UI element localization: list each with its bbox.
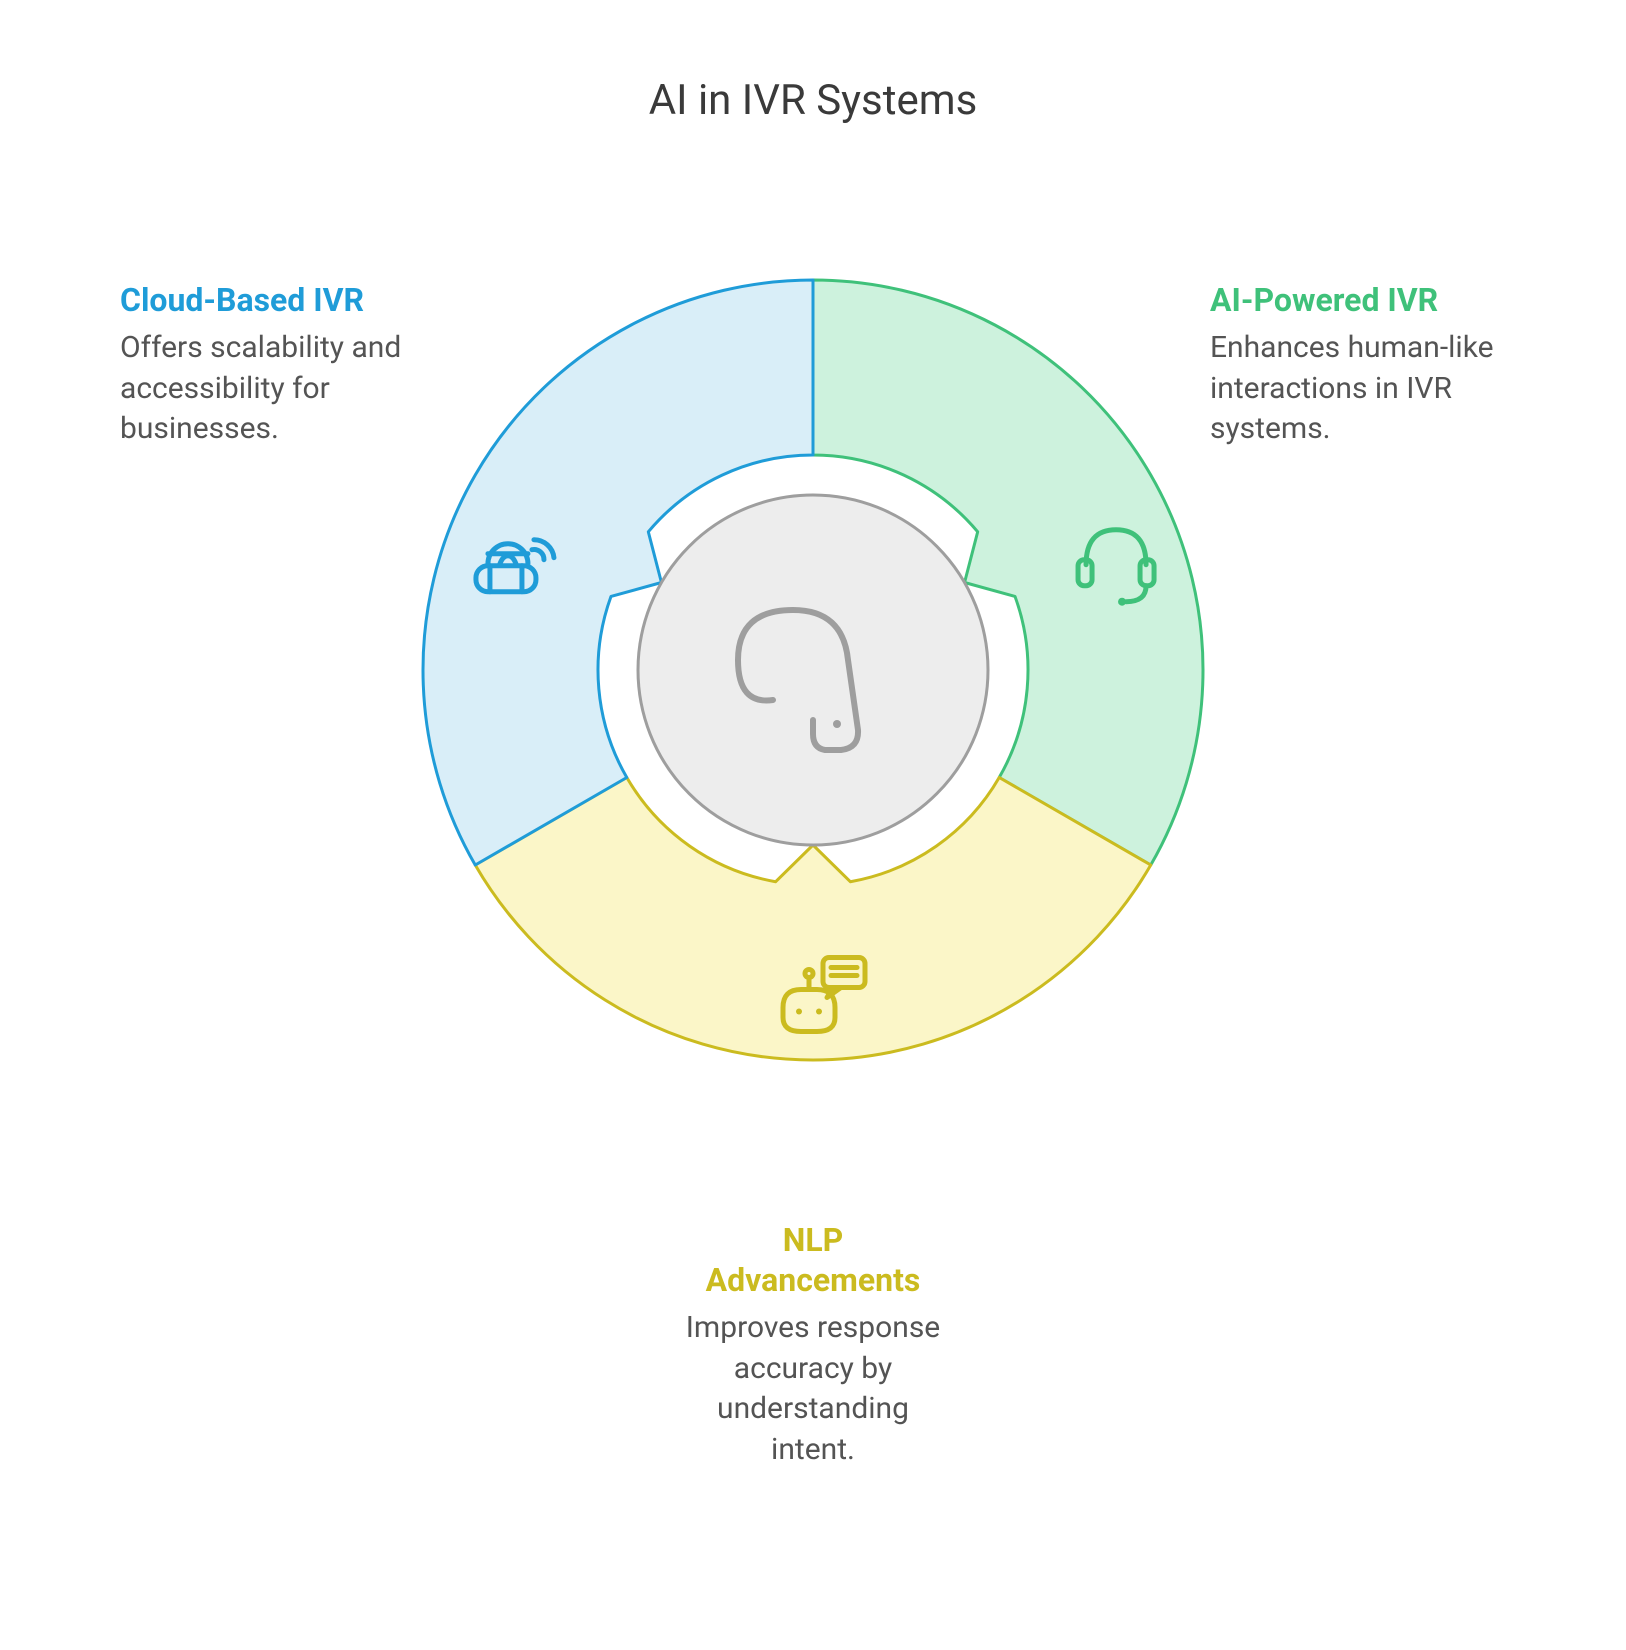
center-circle (638, 495, 988, 845)
segment-label-nlp: NLP Advancements Improves response accur… (683, 1220, 943, 1470)
diagram-title: AI in IVR Systems (0, 76, 1626, 125)
segment-desc-ai-powered: Enhances human-like interactions in IVR … (1210, 328, 1510, 450)
segment-title-nlp: NLP Advancements (683, 1220, 943, 1300)
segment-desc-cloud: Offers scalability and accessibility for… (120, 328, 420, 450)
radial-svg (403, 260, 1223, 1080)
segment-desc-nlp: Improves response accuracy by understand… (683, 1308, 943, 1470)
segment-label-ai-powered: AI-Powered IVR Enhances human-like inter… (1210, 280, 1510, 450)
segment-label-cloud: Cloud-Based IVR Offers scalability and a… (120, 280, 420, 450)
radial-diagram (403, 260, 1223, 1080)
segment-title-cloud: Cloud-Based IVR (120, 280, 420, 320)
segment-title-ai-powered: AI-Powered IVR (1210, 280, 1510, 320)
